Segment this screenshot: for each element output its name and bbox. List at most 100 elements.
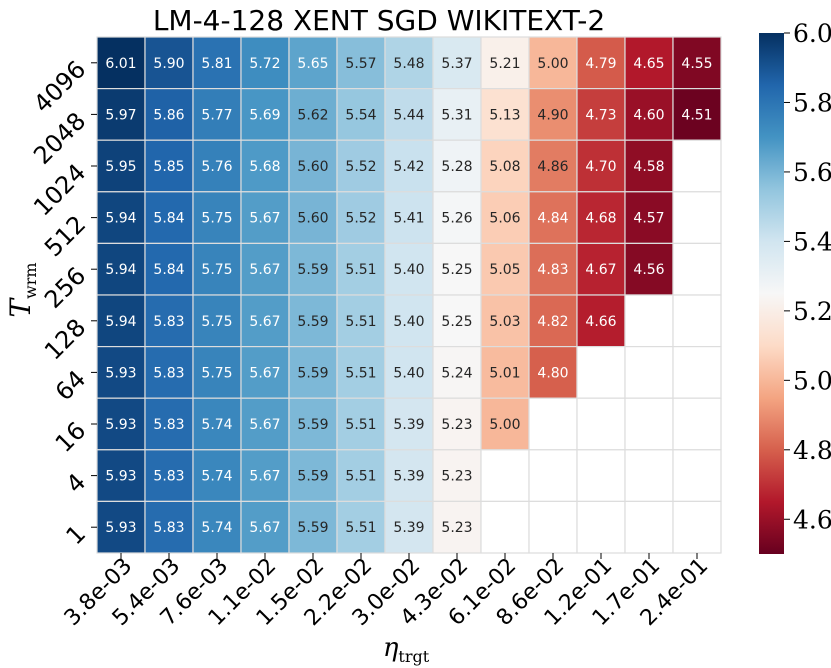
heatmap-cell — [384, 87, 434, 141]
heatmap-cell — [240, 242, 290, 296]
heatmap-cell — [528, 139, 578, 193]
colorbar-tick-label: 5.2 — [793, 297, 831, 326]
cell-value-label: 5.28 — [441, 159, 472, 175]
heatmap-cell — [96, 87, 146, 141]
cell-value-label: 5.24 — [441, 365, 472, 381]
heatmap-cell-empty — [480, 500, 530, 554]
cell-value-label: 5.75 — [201, 211, 232, 227]
cell-value-label: 5.60 — [297, 211, 328, 227]
heatmap-cell-empty — [480, 449, 530, 502]
heatmap-cell — [192, 139, 242, 193]
cell-value-label: 5.23 — [441, 469, 472, 485]
cell-value-label: 5.26 — [441, 211, 472, 227]
cell-value-label: 4.90 — [537, 107, 568, 123]
cell-value-label: 5.83 — [153, 365, 184, 381]
cell-value-label: 4.55 — [681, 56, 712, 72]
cell-value-label: 5.41 — [393, 211, 424, 227]
cell-value-label: 5.59 — [297, 314, 328, 330]
cell-value-label: 5.90 — [153, 56, 184, 72]
cell-value-label: 5.52 — [345, 159, 376, 175]
cell-value-label: 5.40 — [393, 365, 424, 381]
cell-labels: 6.01 5.90 5.81 5.72 5.65 5.57 5.48 5.37 5.21 5.00… — [105, 56, 712, 536]
heatmap-cell — [384, 346, 434, 399]
cell-value-label: 5.85 — [153, 159, 184, 175]
x-axis-label: ηtrgt — [383, 633, 430, 666]
heatmap-cell-empty — [624, 346, 674, 399]
heatmap-cell — [432, 36, 482, 90]
heatmap-cell — [384, 242, 434, 296]
cell-value-label: 5.74 — [201, 520, 232, 536]
heatmap-cell-empty — [672, 346, 722, 399]
cell-value-label: 5.59 — [297, 469, 328, 485]
cell-value-label: 5.57 — [345, 56, 376, 72]
heatmap-cell-empty — [576, 500, 626, 554]
cell-value-label: 5.67 — [249, 365, 280, 381]
cell-value-label: 5.83 — [153, 520, 184, 536]
cell-value-label: 5.67 — [249, 520, 280, 536]
cell-value-label: 5.51 — [345, 469, 376, 485]
cell-value-label: 5.06 — [489, 211, 520, 227]
cell-value-label: 5.83 — [153, 469, 184, 485]
cell-value-label: 5.77 — [201, 107, 232, 123]
cell-value-label: 5.37 — [441, 56, 472, 72]
x-axis-label-main: η — [383, 633, 399, 663]
heatmap-cell — [480, 191, 530, 245]
cell-value-label: 5.51 — [345, 520, 376, 536]
heatmap-cell-empty — [624, 449, 674, 502]
cell-value-label: 5.00 — [489, 417, 520, 433]
colorbar-tick-label: 4.8 — [793, 436, 831, 465]
heatmap-cell — [96, 191, 146, 245]
heatmap-cell — [480, 87, 530, 141]
cell-value-label: 5.84 — [153, 262, 184, 278]
heatmap-cell — [144, 500, 194, 554]
cell-value-label: 5.01 — [489, 365, 520, 381]
cell-value-label: 5.40 — [393, 314, 424, 330]
cell-value-label: 5.76 — [201, 159, 232, 175]
cell-value-label: 5.51 — [345, 417, 376, 433]
cell-value-label: 4.73 — [585, 107, 616, 123]
heatmap-cell — [432, 87, 482, 141]
cell-value-label: 4.84 — [537, 211, 568, 227]
cell-value-label: 5.21 — [489, 56, 520, 72]
cell-value-label: 5.23 — [441, 520, 472, 536]
cell-value-label: 4.79 — [585, 56, 616, 72]
cell-value-label: 5.75 — [201, 314, 232, 330]
cell-value-label: 4.82 — [537, 314, 568, 330]
cell-value-label: 4.57 — [633, 211, 664, 227]
y-axis-label-sub: wrm — [21, 262, 40, 299]
cell-value-label: 5.94 — [105, 314, 136, 330]
heatmap-cell-empty — [624, 294, 674, 348]
heatmap-cell — [96, 346, 146, 399]
cell-value-label: 5.03 — [489, 314, 520, 330]
heatmap-cell — [432, 191, 482, 245]
heatmap-cell — [576, 294, 626, 348]
heatmap-cell — [192, 191, 242, 245]
cell-value-label: 5.39 — [393, 520, 424, 536]
heatmap-cell — [144, 242, 194, 296]
cell-value-label: 5.97 — [105, 107, 136, 123]
cell-value-label: 5.81 — [201, 56, 232, 72]
cell-value-label: 5.86 — [153, 107, 184, 123]
heatmap-cell — [528, 36, 578, 90]
heatmap-cell — [288, 346, 338, 399]
heatmap-cell-empty — [576, 397, 626, 451]
heatmap-cell — [384, 397, 434, 451]
colorbar-tick-label: 5.4 — [793, 227, 831, 256]
heatmap-cell — [528, 346, 578, 399]
cell-value-label: 5.84 — [153, 211, 184, 227]
heatmap-cell — [336, 346, 386, 399]
cell-value-label: 4.68 — [585, 211, 616, 227]
cell-value-label: 5.25 — [441, 262, 472, 278]
cell-value-label: 5.65 — [297, 56, 328, 72]
heatmap-cell — [480, 397, 530, 451]
heatmap-cell — [192, 346, 242, 399]
y-tick-label: 2048 — [28, 107, 91, 170]
heatmap-cell — [288, 87, 338, 141]
heatmap-cell — [288, 500, 338, 554]
heatmap-cell — [144, 36, 194, 90]
heatmap-cell — [96, 449, 146, 502]
heatmap-cell — [144, 294, 194, 348]
cell-value-label: 5.44 — [393, 107, 424, 123]
cell-value-label: 4.66 — [585, 314, 616, 330]
